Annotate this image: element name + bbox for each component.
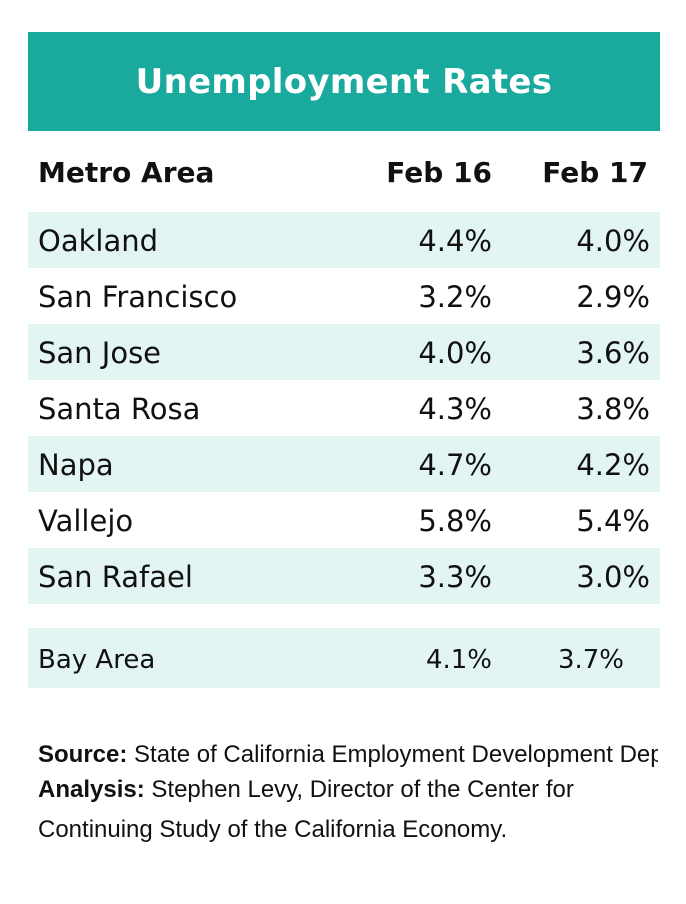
feb-16-cell: 4.7% [418, 448, 492, 482]
table-row: San Rafael 3.3% 3.0% [28, 548, 660, 604]
table-row: Oakland 4.4% 4.0% [28, 212, 660, 268]
table-row: San Francisco 3.2% 2.9% [28, 268, 660, 324]
table-body: Oakland 4.4% 4.0% San Francisco 3.2% 2.9… [28, 212, 660, 604]
feb-16-cell: 4.0% [418, 336, 492, 370]
feb-17-cell: 2.9% [576, 280, 650, 314]
metro-area-cell: San Rafael [38, 560, 193, 594]
source-note: Source: State of California Employment D… [38, 736, 658, 776]
feb-16-cell: 4.4% [418, 224, 492, 258]
total-feb-16-cell: 4.1% [425, 645, 492, 675]
analysis-note: Analysis: Stephen Levy, Director of the … [38, 770, 658, 850]
table-row: Napa 4.7% 4.2% [28, 436, 660, 492]
feb-17-cell: 3.6% [576, 336, 650, 370]
metro-area-cell: Vallejo [38, 504, 134, 538]
feb-16-cell: 3.2% [418, 280, 492, 314]
feb-17-cell: 3.0% [576, 560, 650, 594]
table-row: San Jose 4.0% 3.6% [28, 324, 660, 380]
feb-16-cell: 4.3% [418, 392, 492, 426]
total-area-cell: Bay Area [38, 645, 156, 675]
analysis-label: Analysis: [38, 776, 145, 803]
total-feb-17-cell: 3.7% [557, 645, 624, 675]
feb-17-cell: 3.8% [576, 392, 650, 426]
feb-17-cell: 5.4% [576, 504, 650, 538]
table-row: Santa Rosa 4.3% 3.8% [28, 380, 660, 436]
metro-area-cell: San Jose [38, 336, 162, 370]
total-row: Bay Area 4.1% 3.7% [28, 628, 660, 688]
table-row: Vallejo 5.8% 5.4% [28, 492, 660, 548]
title-bar: Unemployment Rates [28, 32, 660, 131]
metro-area-cell: San Francisco [38, 280, 238, 314]
header-metro-area: Metro Area [38, 156, 215, 189]
footnotes: Source: State of California Employment D… [38, 736, 658, 850]
source-text: State of California Employment Developme… [134, 741, 658, 768]
metro-area-cell: Oakland [38, 224, 159, 258]
source-label: Source: [38, 741, 128, 768]
analysis-text: Stephen Levy, Director of the Center for… [38, 776, 574, 843]
header-row: Metro Area Feb 16 Feb 17 [28, 146, 660, 200]
header-feb-16: Feb 16 [386, 156, 492, 189]
feb-16-cell: 5.8% [418, 504, 492, 538]
metro-area-cell: Napa [38, 448, 114, 482]
metro-area-cell: Santa Rosa [38, 392, 201, 426]
feb-17-cell: 4.2% [576, 448, 650, 482]
header-feb-17: Feb 17 [542, 156, 648, 189]
table-title: Unemployment Rates [135, 61, 553, 102]
feb-16-cell: 3.3% [418, 560, 492, 594]
feb-17-cell: 4.0% [576, 224, 650, 258]
